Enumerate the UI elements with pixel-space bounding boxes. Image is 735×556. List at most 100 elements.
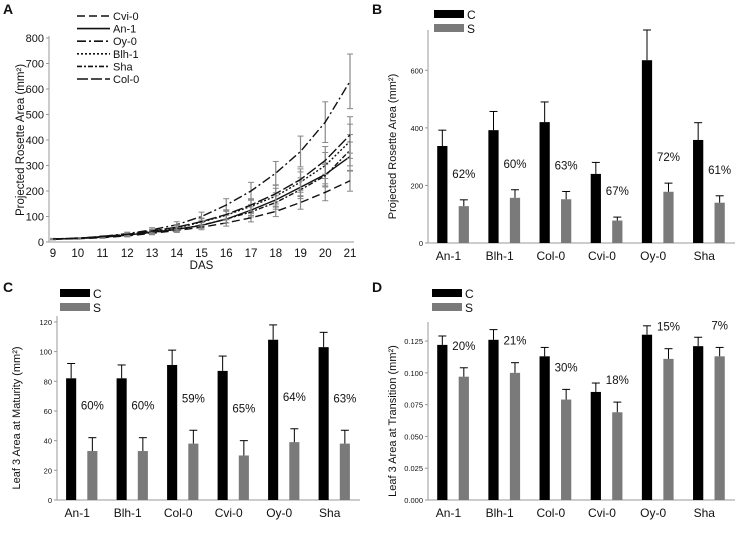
legend-label-d: C — [465, 287, 474, 301]
bar-c-sha — [318, 347, 329, 500]
x-tick-label-a: 17 — [245, 248, 258, 260]
y-axis-title-c: Leaf 3 Area at Maturity (mm²) — [11, 346, 23, 489]
y-axis-title-d: Leaf 3 Area at Transition (mm²) — [387, 345, 399, 497]
y-tick-label-a: 700 — [26, 59, 44, 71]
y-tick-label-a: 0 — [38, 237, 44, 249]
bar-s-blh-1 — [509, 372, 521, 500]
y-tick-label-c: 20 — [44, 466, 52, 475]
y-tick-label-c: 60 — [44, 407, 52, 416]
panel-letter-b: B — [372, 1, 382, 17]
bar-s-cvi-0 — [612, 412, 623, 500]
legend-label: Cvi-0 — [113, 11, 139, 23]
x-tick-label-b: Cvi-0 — [588, 249, 616, 263]
y-tick-label-d: 0.025 — [404, 464, 423, 473]
legend-label: An-1 — [113, 24, 136, 36]
y-tick-label-c: 40 — [44, 437, 52, 446]
x-tick-label-a: 20 — [319, 248, 332, 260]
y-tick-label-a: 400 — [26, 135, 44, 147]
legend-swatch-d-s — [432, 303, 462, 311]
percent-label-c: 65% — [232, 404, 255, 416]
x-tick-label-d: An-1 — [436, 506, 462, 520]
percent-label-b: 61% — [708, 165, 731, 177]
x-tick-label-d: Col-0 — [536, 506, 565, 520]
bar-c-an-1 — [437, 344, 448, 500]
y-tick-label-d: 0.125 — [404, 337, 423, 346]
bar-s-sha — [714, 356, 725, 500]
y-tick-label-a: 100 — [26, 212, 44, 224]
legend-label-c: C — [93, 287, 102, 301]
x-tick-label-c: Col-0 — [164, 506, 193, 520]
x-tick-label-a: 19 — [294, 248, 307, 260]
x-tick-label-b: Oy-0 — [640, 249, 666, 263]
panel-letter-c: C — [3, 279, 13, 295]
legend-label-d: S — [465, 301, 473, 315]
percent-label-c: 64% — [283, 392, 306, 404]
percent-label-b: 72% — [657, 152, 680, 164]
bar-c-col-0 — [539, 356, 550, 500]
bar-s-oy-0 — [663, 191, 674, 243]
legend-swatch-d-c — [432, 289, 462, 297]
percent-label-c: 59% — [182, 393, 205, 405]
panel-letter-d: D — [372, 279, 382, 295]
legend-swatch-c-c — [60, 289, 90, 297]
y-tick-label-a: 800 — [26, 33, 44, 45]
bar-c-an-1 — [66, 378, 77, 500]
legend-label: Col-0 — [113, 74, 139, 86]
legend-label-c: S — [93, 301, 101, 315]
bar-c-an-1 — [437, 145, 448, 243]
y-tick-label-c: 80 — [44, 377, 52, 386]
percent-label-b: 62% — [452, 169, 475, 181]
bar-s-oy-0 — [289, 442, 300, 500]
bar-s-cvi-0 — [238, 455, 249, 500]
bar-c-col-0 — [539, 122, 550, 243]
x-tick-label-a: 14 — [170, 248, 183, 260]
y-tick-label-a: 200 — [26, 186, 44, 198]
x-tick-label-a: 18 — [269, 248, 282, 260]
bar-s-col-0 — [561, 399, 572, 500]
bar-c-sha — [693, 139, 704, 243]
x-tick-label-a: 11 — [97, 248, 109, 260]
bar-c-blh-1 — [488, 130, 499, 243]
bar-c-cvi-0 — [590, 391, 601, 500]
x-tick-label-c: An-1 — [65, 506, 91, 520]
bar-s-sha — [714, 202, 725, 243]
panel-letter-a: A — [3, 1, 13, 17]
x-tick-label-a: 12 — [121, 248, 134, 260]
series-line-cvi-0 — [52, 180, 351, 240]
percent-label-b: 67% — [606, 186, 629, 198]
percent-label-b: 60% — [503, 159, 526, 171]
bar-c-oy-0 — [641, 60, 653, 243]
x-tick-label-b: Blh-1 — [486, 249, 514, 263]
bar-c-sha — [693, 346, 704, 500]
x-tick-label-c: Cvi-0 — [215, 506, 243, 520]
y-tick-label-d: 0.100 — [404, 369, 423, 378]
y-tick-label-d: 0.075 — [404, 401, 423, 410]
bar-s-an-1 — [87, 451, 98, 500]
legend-label-b: S — [467, 22, 475, 36]
bar-s-sha — [339, 443, 350, 500]
bar-c-oy-0 — [268, 339, 279, 500]
bar-s-an-1 — [458, 206, 469, 243]
y-tick-label-d: 0.050 — [404, 432, 423, 441]
percent-label-d: 18% — [606, 375, 629, 387]
y-tick-label-c: 0 — [48, 496, 52, 505]
y-tick-label-b: 200 — [410, 181, 423, 190]
x-tick-label-a: 10 — [71, 248, 84, 260]
x-tick-label-b: Sha — [694, 249, 716, 263]
percent-label-b: 63% — [555, 160, 578, 172]
bar-s-col-0 — [561, 199, 572, 243]
x-tick-label-a: 21 — [344, 248, 357, 260]
series-line-col-0 — [52, 134, 351, 240]
bar-s-oy-0 — [663, 358, 674, 500]
x-tick-label-c: Blh-1 — [114, 506, 142, 520]
legend-label-b: C — [467, 8, 476, 22]
x-tick-label-a: 15 — [195, 248, 208, 260]
bar-s-an-1 — [458, 376, 469, 500]
x-tick-label-c: Sha — [319, 506, 341, 520]
y-tick-label-b: 0 — [419, 239, 423, 248]
x-tick-label-b: An-1 — [436, 249, 462, 263]
y-tick-label-b: 600 — [410, 66, 423, 75]
legend-swatch-b-c — [434, 10, 464, 18]
x-tick-label-a: 9 — [50, 248, 56, 260]
y-tick-label-c: 100 — [39, 348, 52, 357]
